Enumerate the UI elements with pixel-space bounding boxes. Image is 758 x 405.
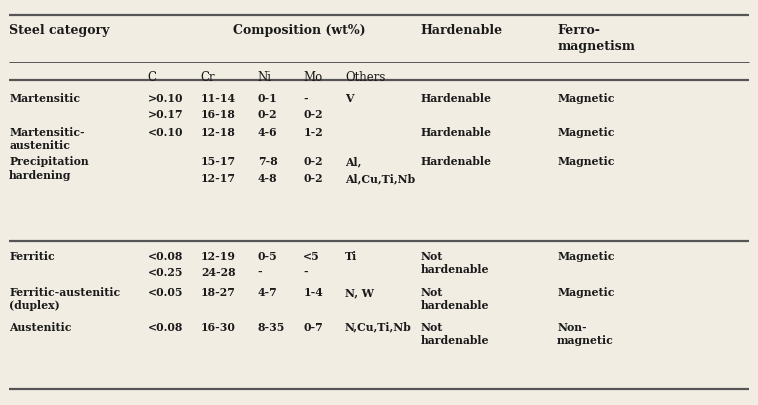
Text: Magnetic: Magnetic (557, 93, 615, 104)
Text: 18-27: 18-27 (201, 286, 236, 297)
Text: >0.17: >0.17 (148, 109, 183, 119)
Text: 0-1: 0-1 (258, 93, 277, 104)
Text: Ferritic: Ferritic (9, 250, 55, 261)
Text: -: - (303, 266, 308, 277)
Text: Hardenable: Hardenable (421, 126, 492, 137)
Text: 4-7: 4-7 (258, 286, 277, 297)
Text: V: V (345, 93, 353, 104)
Text: 11-14: 11-14 (201, 93, 236, 104)
Text: 1-2: 1-2 (303, 126, 323, 137)
Text: Steel category: Steel category (9, 24, 109, 37)
Text: Austenitic: Austenitic (9, 321, 71, 332)
Text: Not
hardenable: Not hardenable (421, 321, 489, 345)
Text: 15-17: 15-17 (201, 156, 236, 167)
Text: Magnetic: Magnetic (557, 286, 615, 297)
Text: 4-6: 4-6 (258, 126, 277, 137)
Text: 12-17: 12-17 (201, 173, 236, 184)
Text: Al,Cu,Ti,Nb: Al,Cu,Ti,Nb (345, 173, 415, 184)
Text: 0-5: 0-5 (258, 250, 277, 261)
Text: <0.25: <0.25 (148, 266, 183, 277)
Text: 16-18: 16-18 (201, 109, 236, 119)
Text: 0-2: 0-2 (303, 156, 323, 167)
Text: N, W: N, W (345, 286, 374, 297)
Text: 1-4: 1-4 (303, 286, 323, 297)
Text: Mo: Mo (303, 71, 322, 84)
Text: Al,: Al, (345, 156, 362, 167)
Text: Precipitation
hardening: Precipitation hardening (9, 156, 89, 180)
Text: N,Cu,Ti,Nb: N,Cu,Ti,Nb (345, 321, 412, 332)
Text: <0.08: <0.08 (148, 250, 183, 261)
Text: <0.08: <0.08 (148, 321, 183, 332)
Text: 7-8: 7-8 (258, 156, 277, 167)
Text: Ni: Ni (258, 71, 271, 84)
Text: Ti: Ti (345, 250, 357, 261)
Text: Composition (wt%): Composition (wt%) (233, 24, 365, 37)
Text: 0-7: 0-7 (303, 321, 323, 332)
Text: 24-28: 24-28 (201, 266, 236, 277)
Text: Non-
magnetic: Non- magnetic (557, 321, 614, 345)
Text: Magnetic: Magnetic (557, 250, 615, 261)
Text: Martensitic: Martensitic (9, 93, 80, 104)
Text: Magnetic: Magnetic (557, 126, 615, 137)
Text: Martensitic-
austenitic: Martensitic- austenitic (9, 126, 85, 151)
Text: Hardenable: Hardenable (421, 156, 492, 167)
Text: Hardenable: Hardenable (421, 24, 503, 37)
Text: Ferro-
magnetism: Ferro- magnetism (557, 24, 635, 53)
Text: Cr: Cr (201, 71, 215, 84)
Text: 16-30: 16-30 (201, 321, 236, 332)
Text: 4-8: 4-8 (258, 173, 277, 184)
Text: C: C (148, 71, 157, 84)
Text: Hardenable: Hardenable (421, 93, 492, 104)
Text: <0.05: <0.05 (148, 286, 183, 297)
Text: 8-35: 8-35 (258, 321, 285, 332)
Text: 0-2: 0-2 (303, 173, 323, 184)
Text: <5: <5 (303, 250, 320, 261)
Text: 12-19: 12-19 (201, 250, 236, 261)
Text: 0-2: 0-2 (258, 109, 277, 119)
Text: Others: Others (345, 71, 385, 84)
Text: <0.10: <0.10 (148, 126, 183, 137)
Text: 0-2: 0-2 (303, 109, 323, 119)
Text: Ferritic-austenitic
(duplex): Ferritic-austenitic (duplex) (9, 286, 121, 311)
Text: >0.10: >0.10 (148, 93, 183, 104)
Text: -: - (303, 93, 308, 104)
Text: Magnetic: Magnetic (557, 156, 615, 167)
Text: Not
hardenable: Not hardenable (421, 286, 489, 311)
Text: -: - (258, 266, 262, 277)
Text: Not
hardenable: Not hardenable (421, 250, 489, 275)
Text: 12-18: 12-18 (201, 126, 236, 137)
